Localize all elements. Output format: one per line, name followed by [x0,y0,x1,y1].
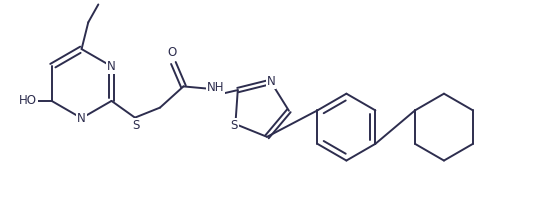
Text: N: N [77,112,86,125]
Text: S: S [231,119,238,132]
Text: S: S [132,119,140,132]
Text: HO: HO [18,94,37,107]
Text: NH: NH [206,81,224,94]
Text: N: N [107,60,116,73]
Text: O: O [168,46,177,60]
Text: N: N [267,75,275,88]
